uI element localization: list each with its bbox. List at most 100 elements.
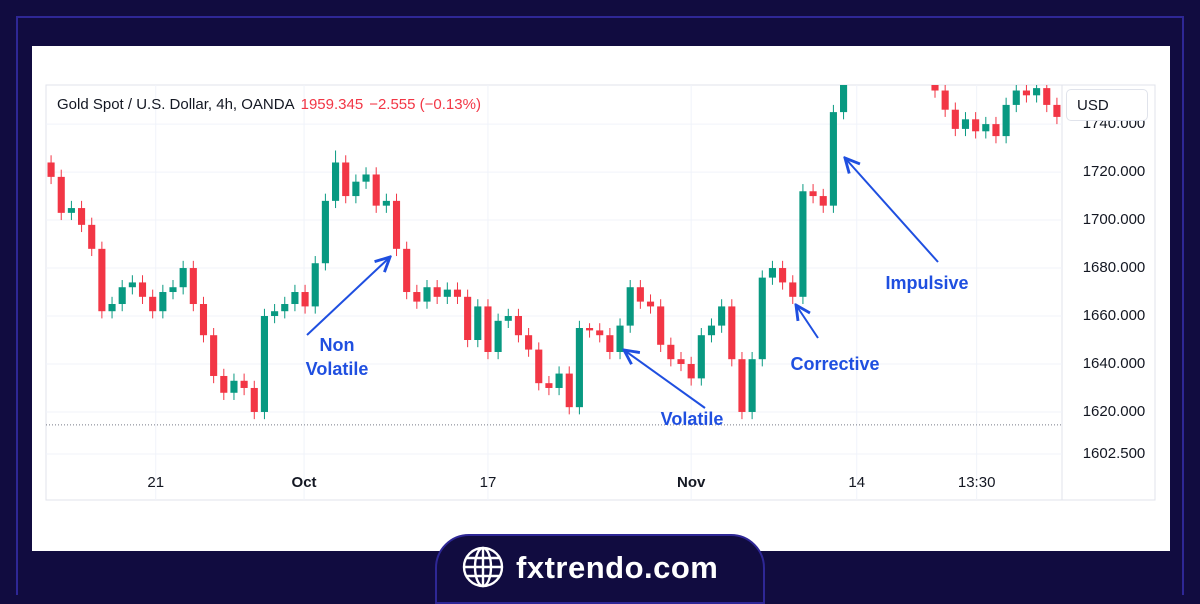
last-price: 1959.345 [300,96,364,113]
candle-body [728,306,736,360]
candle-body [1053,104,1061,117]
site-name: fxtrendo.com [516,550,719,585]
candle-body [88,224,96,249]
candle-body [372,174,380,206]
candle-body [758,277,766,360]
x-tick-label: 21 [147,474,164,491]
y-tick-label: 1620.000 [1083,403,1146,420]
candle-body [118,287,126,305]
candle-body [626,287,634,326]
candle-body [718,306,726,326]
candle-body [250,387,258,412]
y-tick-label: 1680.000 [1083,259,1146,276]
candle-body [586,328,594,331]
annotation: Volatile [661,409,724,429]
candle-body [606,335,614,352]
annotation: Volatile [306,359,369,379]
candle-body [230,380,238,393]
candle-body [159,292,167,312]
y-tick-label: 1660.000 [1083,307,1146,324]
candle-body [768,268,776,278]
candle-body [575,328,583,408]
candle-body [67,208,75,213]
candle-body [98,248,106,312]
candle-body [951,109,959,129]
annotation: Non [320,335,355,355]
frame-border [16,16,1184,595]
candle-body [1043,88,1051,105]
candle-body [474,306,482,340]
candle-body [1033,88,1041,96]
candle-body [403,248,411,293]
annotation: Impulsive [885,273,968,293]
candle-body [392,200,401,249]
candle-body [881,52,888,57]
candle-body [464,296,472,340]
candle-body [484,306,492,352]
candle-body [982,124,990,132]
footer-badge [435,534,765,604]
candle-body [423,287,431,302]
candle-body [545,383,553,388]
candle-body [362,174,370,182]
candle-body [220,375,228,393]
candle-body [525,335,533,350]
candle-body [616,325,624,352]
candle-body [47,162,55,177]
candle-body [779,268,787,283]
candle-body [697,335,705,379]
plot-border [45,84,1156,501]
arrow [845,158,939,263]
candle-body [443,289,451,297]
arrow [306,257,390,336]
candle-body [891,47,898,57]
candle-body [494,320,502,352]
x-tick-label: Oct [292,474,317,491]
candle-body [301,292,309,307]
candle-body [342,162,350,197]
y-tick-label: 1700.000 [1083,211,1146,228]
candle-body [992,124,1000,137]
candle-body [504,316,512,321]
candle-body [382,200,390,206]
candle-body [57,176,65,213]
candle-body [636,287,644,302]
candle-body [941,90,949,110]
price-change: −2.555 (−0.13%) [369,96,481,113]
candle-body [921,62,928,76]
candle-body [1022,90,1030,96]
candle-body [829,112,837,206]
candle-body [972,119,980,132]
candle-body [646,301,655,307]
legend: Gold Spot / U.S. Dollar, 4h, OANDA 1959.3… [57,96,481,113]
candle-body [840,85,848,113]
candle-body [860,57,867,64]
candle-body [931,85,939,91]
chart-panel [32,46,1170,551]
candle-body [748,359,756,412]
candle-body [413,292,421,302]
x-tick-label: 17 [480,474,497,491]
candle-body [453,289,462,297]
y-tick-label: 1720.000 [1083,163,1146,180]
candle-body [149,296,157,312]
currency-button[interactable]: USD [1066,89,1148,121]
candle-body [799,191,807,297]
candle-body [687,363,695,379]
candle-body [535,349,543,384]
candle-body [138,282,147,297]
arrow [624,350,706,409]
candle-body [565,373,573,408]
candle-body [189,268,197,305]
annotation: Corrective [790,354,879,374]
candle-body [514,316,522,336]
candle-body [433,287,441,297]
x-tick-label: Nov [677,474,706,491]
candle-body [657,306,665,345]
candle-body [321,200,329,264]
candle-body [179,268,187,288]
candle-body [281,304,289,312]
candle-body [128,282,136,288]
